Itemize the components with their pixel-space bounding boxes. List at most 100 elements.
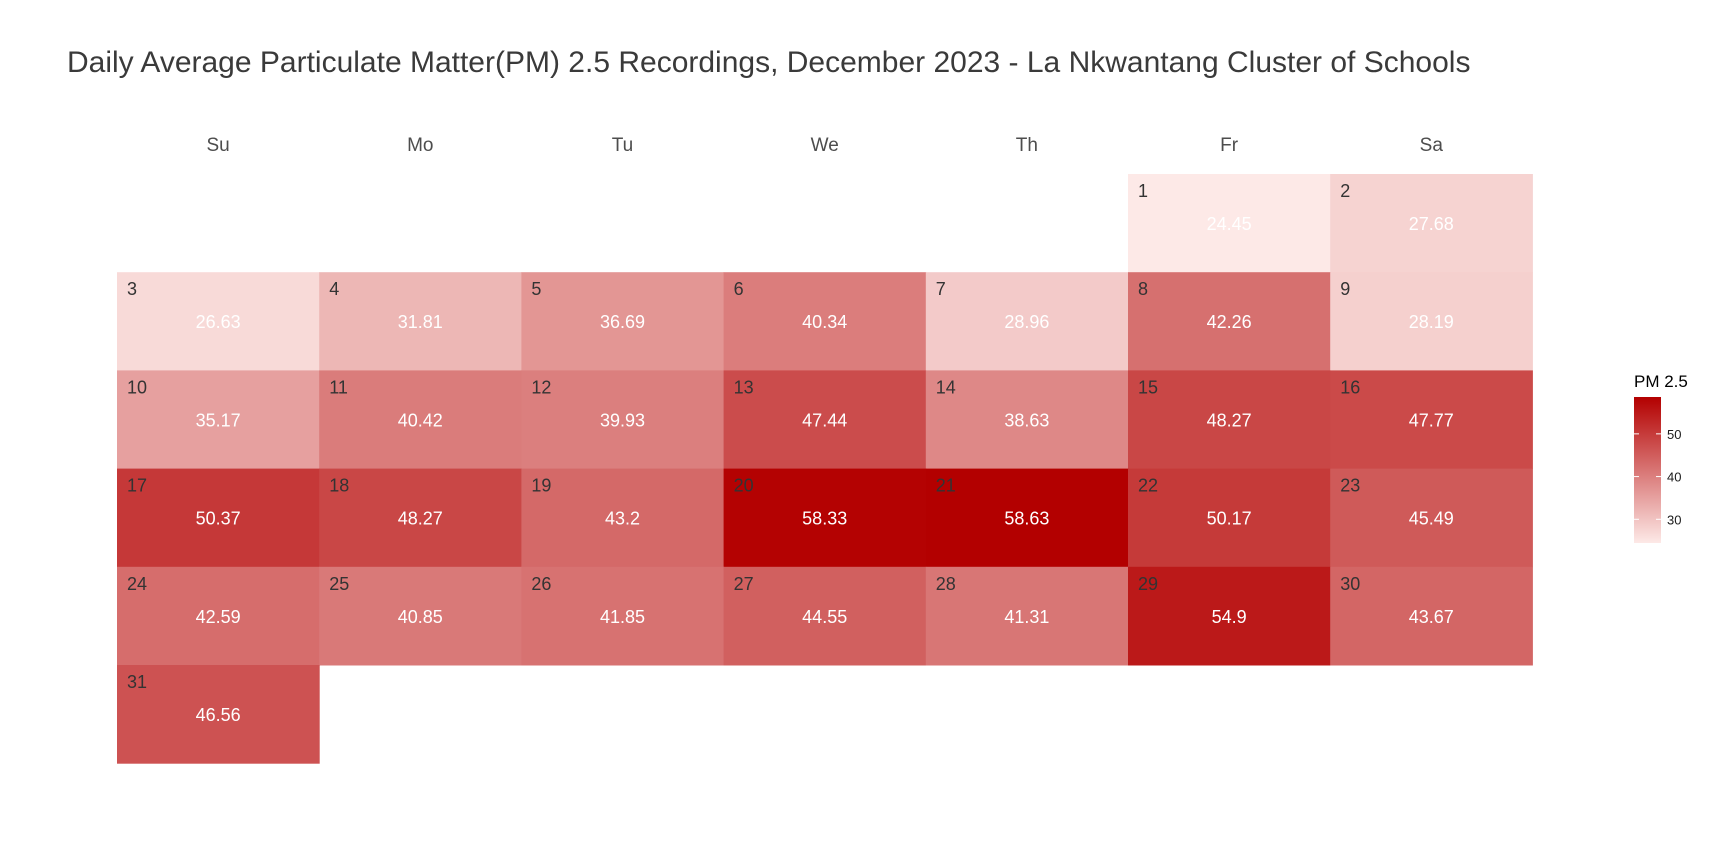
day-cell-fill [925,566,1129,666]
day-value-label: 40.34 [802,312,847,332]
day-cell-fill [1128,174,1331,273]
legend-title: PM 2.5 [1634,372,1688,391]
day-cell-fill [117,370,320,470]
day-value-label: 50.37 [196,509,241,529]
day-cell-26: 26 41.85 [521,566,725,666]
day-number: 8 [1138,279,1148,299]
weekday-header: Su Mo Tu We Th Fr Sa [206,135,1443,156]
day-cell-fill [925,468,1129,568]
day-cell-fill [723,566,927,666]
day-cell-fill [1128,370,1331,470]
day-number: 15 [1138,377,1158,397]
day-value-label: 58.63 [1004,509,1049,529]
day-cell-fill [521,566,725,666]
day-value-label: 48.27 [398,509,443,529]
day-cell-fill [319,272,522,371]
day-number: 7 [936,279,946,299]
day-number: 4 [329,279,339,299]
day-number: 3 [127,279,137,299]
day-cell-9: 928.19 [1330,272,1533,371]
day-cell-31: 31 46.56 [117,665,320,764]
weekday-label-mo: Mo [407,135,433,156]
day-number: 16 [1340,377,1360,397]
day-value-label: 47.44 [802,410,847,430]
day-number: 27 [734,574,754,594]
day-number: 5 [531,279,541,299]
day-cell-fill [723,370,927,470]
day-number: 22 [1138,476,1158,496]
day-cell-fill [1330,566,1533,666]
day-cell-fill [1128,468,1331,568]
day-cell-fill [723,468,927,568]
day-value-label: 48.27 [1207,410,1252,430]
day-number: 6 [734,279,744,299]
day-cell-fill [1330,272,1533,371]
calendar-grid: 124.45227.68326.63431.81536.69640.34728.… [117,174,1533,764]
day-cell-21: 21 58.63 [925,468,1129,568]
day-cell-4: 431.81 [319,272,522,371]
weekday-label-fr: Fr [1220,135,1239,156]
day-cell-fill [117,272,320,371]
day-cell-24: 24 42.59 [117,566,320,666]
day-value-label: 36.69 [600,312,645,332]
day-value-label: 39.93 [600,410,645,430]
day-cell-23: 23 45.49 [1330,468,1533,568]
day-value-label: 42.59 [196,607,241,627]
day-cell-2: 227.68 [1330,174,1533,273]
day-number: 2 [1340,181,1350,201]
day-number: 18 [329,476,349,496]
day-cell-fill [1128,272,1331,371]
day-value-label: 28.19 [1409,312,1454,332]
day-number: 28 [936,574,956,594]
day-cell-14: 14 38.63 [925,370,1129,470]
weekday-label-we: We [811,135,839,156]
day-cell-fill [117,665,320,764]
day-number: 23 [1340,476,1360,496]
day-cell-8: 842.26 [1128,272,1331,371]
day-number: 10 [127,377,147,397]
day-cell-fill [117,468,320,568]
day-cell-29: 29 54.9 [1128,566,1331,666]
weekday-label-th: Th [1016,135,1038,156]
legend-tick-label: 40 [1667,470,1681,485]
day-value-label: 58.33 [802,509,847,529]
day-value-label: 47.77 [1409,410,1454,430]
day-cell-1: 124.45 [1128,174,1331,273]
color-legend: PM 2.5 30 40 50 [1634,372,1688,543]
day-value-label: 35.17 [196,410,241,430]
day-cell-19: 19 43.2 [521,468,725,568]
day-cell-17: 17 50.37 [117,468,320,568]
day-cell-fill [319,370,522,470]
day-value-label: 40.85 [398,607,443,627]
day-value-label: 38.63 [1004,410,1049,430]
day-cell-fill [1330,468,1533,568]
day-cell-11: 11 40.42 [319,370,522,470]
day-cell-fill [521,370,725,470]
day-cell-3: 326.63 [117,272,320,371]
day-cell-27: 27 44.55 [723,566,927,666]
day-cell-6: 640.34 [723,272,927,371]
day-value-label: 26.63 [196,312,241,332]
day-number: 1 [1138,181,1148,201]
day-cell-30: 30 43.67 [1330,566,1533,666]
day-number: 11 [329,377,348,397]
day-number: 24 [127,574,147,594]
day-number: 13 [734,377,754,397]
day-cell-fill [1330,370,1533,470]
day-cell-fill [319,566,522,666]
day-value-label: 41.31 [1004,607,1049,627]
legend-ticks: 30 40 50 [1634,427,1681,527]
day-value-label: 50.17 [1207,509,1252,529]
chart-title: Daily Average Particulate Matter(PM) 2.5… [67,46,1470,79]
day-cell-12: 12 39.93 [521,370,725,470]
day-cell-fill [723,272,927,371]
day-cell-fill [925,272,1129,371]
day-cell-20: 20 58.33 [723,468,927,568]
day-value-label: 41.85 [600,607,645,627]
day-cell-fill [1330,174,1533,273]
day-cell-15: 15 48.27 [1128,370,1331,470]
weekday-label-tu: Tu [612,135,633,156]
day-cell-10: 10 35.17 [117,370,320,470]
day-cell-7: 728.96 [925,272,1129,371]
